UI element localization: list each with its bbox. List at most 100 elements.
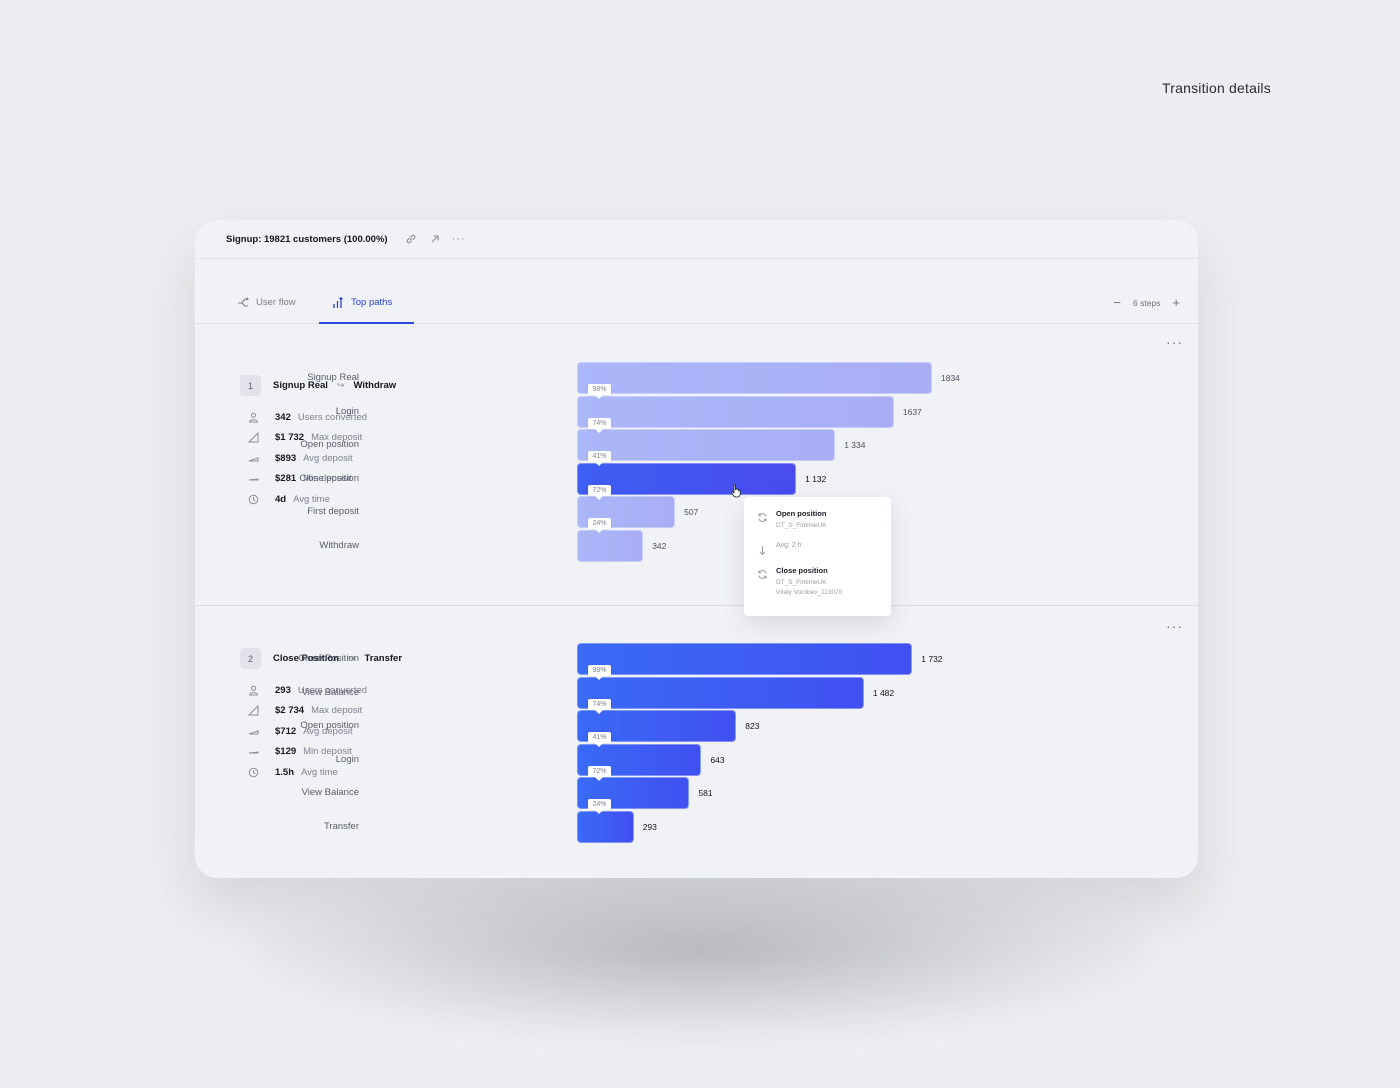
decrease-steps-button[interactable]: − [1113, 295, 1121, 310]
stat-label: Avg deposit [303, 725, 353, 737]
increase-steps-button[interactable]: + [1172, 295, 1180, 310]
stat-label: Min deposit [303, 746, 352, 758]
funnel-step-label: Close position [299, 472, 359, 484]
stat-label: Avg time [301, 766, 338, 778]
card-title: Signup: 19821 customers (100.00%) [226, 233, 388, 245]
avg-icon [247, 452, 259, 464]
conversion-rate-badge: 98% [588, 384, 611, 399]
conversion-rate-badge: 74% [588, 417, 611, 433]
tooltip-to-sub-1: DT_S_FintimeUK [776, 579, 827, 586]
path-1-stats: 342 Users converted $1 732 Max deposit $… [247, 407, 367, 510]
steps-control: − 6 steps + [1113, 281, 1180, 324]
stat-max-deposit: $1 732 Max deposit [247, 428, 367, 449]
tab-top-paths[interactable]: Top paths [332, 281, 392, 324]
pointer-cursor-icon [730, 484, 741, 498]
tooltip-to-sub-2: Vitaly Vorobev_113070 [776, 589, 843, 596]
tooltip-from-sub: DT_S_FintimeUK [776, 522, 827, 529]
funnel-bar[interactable] [577, 462, 797, 495]
funnel-step-label: First deposit [307, 506, 359, 518]
path-end-step: Transfer [364, 653, 403, 664]
path-end-step: Withdraw [353, 380, 397, 391]
tab-user-flow[interactable]: User flow [237, 281, 296, 324]
conversion-rate-badge: 72% [588, 765, 611, 781]
funnel-step-label: View Balance [301, 787, 359, 799]
max-icon [247, 432, 259, 444]
stat-value: 342 [275, 411, 291, 423]
page-heading: Transition details [1162, 80, 1271, 96]
funnel-value-label: 823 [745, 721, 760, 732]
funnel-row: View Balance 581 24% [195, 777, 995, 815]
funnel-value-label: 1 732 [921, 654, 943, 664]
stat-label: Min deposit [303, 473, 352, 485]
active-tab-indicator [319, 322, 414, 324]
stat-min-deposit: $129 Min deposit [247, 742, 367, 763]
funnel-value-label: 1 482 [872, 687, 895, 698]
funnel-value-label: 1 334 [844, 440, 866, 451]
path-2-stats: 293 Users converted $2 734 Max deposit $… [247, 680, 367, 783]
funnel-bar[interactable] [577, 429, 836, 462]
stat-label: Users converted [297, 411, 368, 423]
tooltip-to-step: Close position DT_S_FintimeUK Vitaly Vor… [757, 566, 891, 598]
transition-card: Signup: 19821 customers (100.00%) ··· Us… [195, 220, 1198, 878]
funnel-bar[interactable] [577, 530, 644, 562]
open-external-icon[interactable] [428, 232, 442, 246]
min-icon [247, 473, 259, 485]
funnel-value-label: 342 [652, 541, 667, 551]
funnel-row: Open position 823 41% [195, 710, 995, 748]
funnel-value-label: 1834 [941, 373, 960, 383]
funnel-bar[interactable] [577, 643, 913, 675]
link-icon[interactable] [404, 232, 418, 246]
path-start-step: Signup Real [273, 380, 328, 391]
card-header: Signup: 19821 customers (100.00%) ··· [195, 220, 1198, 259]
funnel-step-label: Login [335, 753, 359, 765]
funnel-row: First deposit 507 24% [195, 496, 995, 534]
tooltip-avg: Avg: 2 h [757, 542, 891, 556]
max-icon [247, 705, 259, 717]
path-1-more-button[interactable]: ··· [1166, 334, 1183, 350]
tooltip-avg-label: Avg: 2 h [776, 542, 802, 549]
path-arrow-icon: ↪ [336, 380, 345, 390]
clock-icon [247, 493, 259, 505]
tab-user-flow-label: User flow [256, 297, 296, 308]
funnel-bar[interactable] [577, 811, 634, 843]
stat-avg-deposit: $893 Avg deposit [247, 448, 367, 469]
conversion-rate-badge: 24% [588, 518, 611, 534]
funnel-row: Close Position 1 732 98% [195, 643, 995, 680]
tab-top-paths-label: Top paths [351, 297, 393, 308]
path-2-more-button[interactable]: ··· [1166, 618, 1183, 634]
path-index-badge: 1 [240, 375, 261, 396]
conversion-rate-badge: 41% [588, 451, 611, 467]
funnel-row: View Balance 1 482 74% [195, 676, 995, 714]
conversion-rate-badge: 41% [588, 732, 611, 748]
stat-avg-time: 1.5h Avg time [247, 762, 367, 783]
funnel-step-label: Close Position [298, 653, 359, 664]
clock-icon [247, 766, 259, 778]
conversion-rate-badge: 98% [588, 665, 611, 680]
path-start-step: Close Position [273, 653, 339, 664]
stat-label: Max deposit [311, 705, 363, 717]
stat-value: $893 [275, 452, 297, 464]
stat-avg-deposit: $712 Avg deposit [247, 721, 367, 742]
stat-value: $129 [275, 746, 297, 758]
stat-avg-time: 4d Avg time [247, 489, 367, 510]
stat-max-deposit: $2 734 Max deposit [247, 701, 367, 722]
more-options-icon[interactable]: ··· [451, 233, 466, 245]
funnel-bar[interactable] [577, 395, 894, 428]
conversion-rate-badge: 24% [588, 799, 611, 815]
funnel-bar[interactable] [577, 676, 864, 709]
funnel-step-label: Signup Real [307, 372, 359, 383]
steps-count: 6 steps [1133, 297, 1161, 308]
user-flow-icon [238, 297, 249, 307]
top-paths-icon [333, 296, 343, 308]
funnel-bar[interactable] [577, 362, 932, 394]
funnel-step-label: Withdraw [319, 540, 359, 551]
stat-value: $1 732 [275, 432, 305, 444]
funnel-value-label: 1 132 [805, 473, 827, 484]
funnel-value-label: 507 [684, 507, 699, 518]
funnel-step-label: View Balance [301, 686, 359, 698]
stat-label: Avg time [293, 493, 330, 505]
tooltip-to-title: Close position [776, 566, 828, 575]
stat-users-converted: 293 Users converted [247, 680, 367, 701]
funnel-row: Open position 1 334 41% [195, 429, 995, 467]
stat-value: 4d [275, 493, 287, 505]
